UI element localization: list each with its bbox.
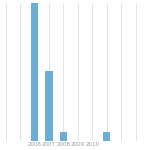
Bar [60,132,67,141]
Bar [103,132,110,141]
Bar [45,71,53,141]
Bar [31,0,38,141]
